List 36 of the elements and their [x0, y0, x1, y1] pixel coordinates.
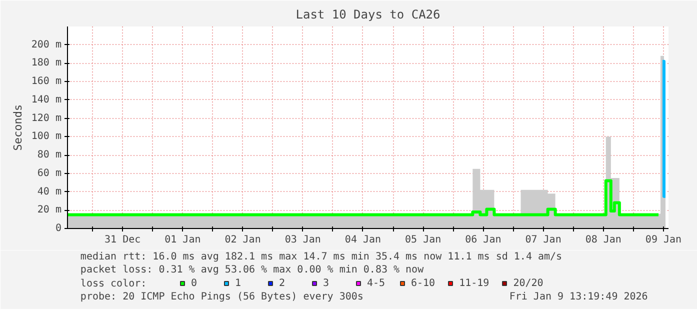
text: median rtt: 16.0 ms avg 182.1 ms max 14.7 ms min 35.4 ms now 11.1 ms sd 1.4 am/s [80, 252, 562, 262]
legend-title: loss color: [80, 278, 147, 290]
x-tick-label: 06 Jan [465, 234, 502, 246]
y-tick-label: 80 m [37, 150, 62, 161]
x-tick-label: 05 Jan [405, 234, 442, 246]
legend-label: 0 [191, 277, 198, 289]
y-tick-label: 120 m [31, 112, 62, 124]
y-tick-label: 40 m [37, 186, 62, 198]
x-tick-label: 31 Dec [104, 234, 141, 246]
y-tick-label: 160 m [31, 76, 62, 88]
legend-label: 1 [235, 277, 242, 289]
y-tick-label: 100 m [31, 131, 62, 142]
chart-title: Last 10 Days to CA26 [296, 8, 440, 22]
legend-label: 2 [279, 277, 286, 289]
x-tick-label: 07 Jan [525, 234, 562, 246]
y-tick-label: 180 m [31, 58, 62, 69]
text: Fri Jan 9 13:19:49 2026 [509, 292, 648, 302]
y-tick-label: 20 m [37, 204, 62, 216]
y-axis-title: Seconds [11, 104, 24, 151]
legend-label: 3 [323, 277, 330, 289]
legend-label: 4-5 [367, 277, 386, 289]
y-tick-label: 0 [55, 223, 62, 234]
y-tick-label: 60 m [37, 168, 62, 179]
text: packet loss: 0.31 % avg 53.06 % max 0.00 % min 0.83 % now [80, 264, 425, 276]
x-tick-label: 08 Jan [585, 234, 622, 246]
legend-label: 6-10 [411, 277, 436, 289]
x-tick-label: 02 Jan [224, 234, 261, 246]
text: probe: 20 ICMP Echo Pings (56 Bytes) every 300s [80, 292, 364, 302]
x-tick-label: 03 Jan [284, 234, 321, 246]
x-tick-label: 04 Jan [344, 234, 382, 246]
y-tick-label: 140 m [31, 94, 62, 106]
x-tick-label: 01 Jan [164, 234, 201, 246]
x-tick-label: 09 Jan [645, 234, 682, 246]
legend-label: 11-19 [459, 277, 490, 289]
y-tick-label: 200 m [31, 39, 62, 50]
legend-label: 20/20 [513, 277, 544, 289]
